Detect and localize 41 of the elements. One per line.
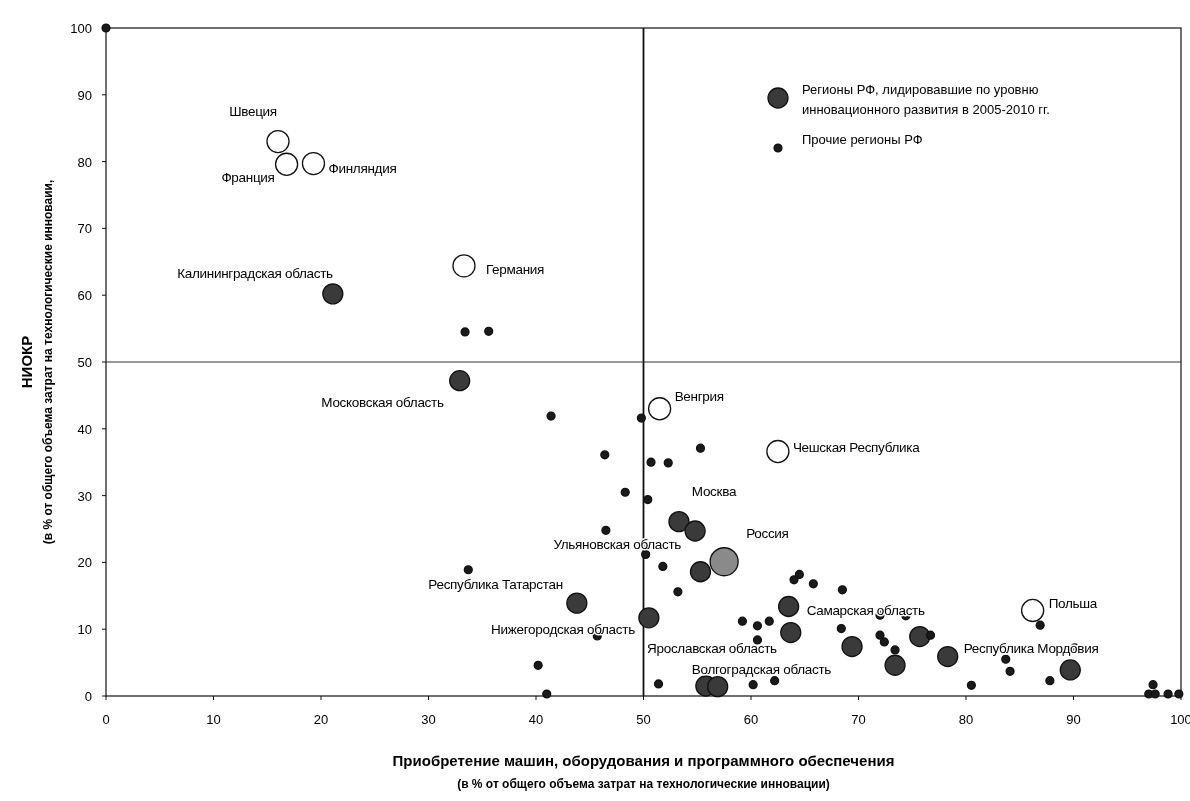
y-tick-label: 20 — [77, 555, 92, 571]
x-tick-label: 0 — [102, 712, 110, 727]
y-axis-title: НИОКР (в % от общего объема затрат на технологические инноваии, — [18, 179, 55, 545]
annotation: Республика Татарстан — [428, 577, 563, 593]
x-tick-label: 20 — [313, 712, 329, 727]
y-tick-label: 10 — [77, 622, 92, 638]
annotation: Польша — [1048, 596, 1098, 612]
annotation: Франция — [221, 170, 275, 186]
annotation: Чешская Республика — [792, 439, 921, 455]
annotation: Нижегородская область — [491, 621, 636, 637]
x-tick-label: 70 — [851, 712, 866, 727]
annotation: Москва — [691, 483, 737, 499]
annotation: Финляндия — [328, 160, 397, 176]
annotation: Московская область — [321, 394, 444, 410]
annotation: Калининградская область — [177, 265, 334, 281]
x-tick-label: 80 — [958, 712, 974, 727]
x-tick-label: 50 — [636, 712, 651, 727]
legend-label: Регионы РФ, лидировавшие по уровню инновационного развития в 2005-2010 гг. — [802, 82, 1050, 117]
annotation: Самарская область — [806, 603, 926, 619]
y-tick-label: 70 — [77, 221, 92, 237]
x-tick-label: 60 — [743, 712, 759, 727]
x-tick-label: 10 — [206, 712, 221, 727]
y-tick-label: 30 — [77, 488, 92, 504]
x-tick-label: 30 — [421, 712, 436, 727]
y-tick-label: 40 — [77, 421, 92, 437]
annotation: Германия — [485, 261, 545, 277]
y-tick-label: 60 — [77, 288, 92, 304]
y-tick-label: 100 — [70, 21, 92, 36]
y-tick-label: 50 — [77, 355, 92, 370]
x-tick-label: 40 — [528, 712, 544, 727]
y-tick-label: 0 — [84, 689, 92, 704]
x-axis-title: Приобретение машин, оборудования и программного обеспечения (в % от общего объема затрат на технологические инновации) — [392, 752, 895, 791]
x-tick-label: 90 — [1066, 712, 1081, 727]
annotation: Россия — [746, 525, 789, 541]
annotation: Венгрия — [674, 388, 724, 404]
legend-label: Прочие регионы РФ — [802, 132, 923, 147]
y-tick-label: 80 — [77, 154, 92, 170]
annotation: Швеция — [229, 103, 277, 119]
annotation: Волгоградская область — [691, 661, 832, 677]
annotation: Ярославская область — [647, 640, 778, 656]
y-tick-label: 90 — [77, 87, 92, 103]
